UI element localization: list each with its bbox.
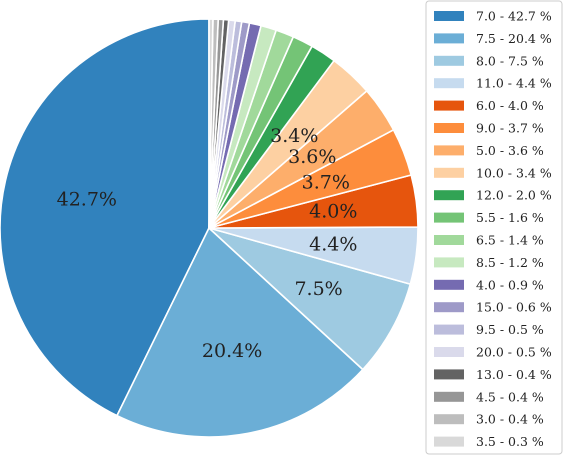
legend-label: 5.5 - 1.6 %	[476, 210, 544, 225]
legend-label: 4.5 - 0.4 %	[476, 389, 544, 404]
pie-percent-label: 42.7%	[57, 189, 117, 211]
legend-swatch	[434, 145, 464, 156]
legend-swatch	[434, 212, 464, 223]
pie-percent-label: 20.4%	[202, 340, 262, 362]
legend-swatch	[434, 391, 464, 402]
pie-slice-7-5	[116, 227, 364, 438]
legend-swatch	[434, 100, 464, 111]
legend-label: 9.5 - 0.5 %	[476, 322, 544, 337]
legend-label: 20.0 - 0.5 %	[476, 345, 552, 360]
legend-label: 5.0 - 3.6 %	[476, 143, 544, 158]
legend-swatch	[434, 235, 464, 245]
legend-swatch	[434, 369, 464, 380]
pie-slice-7-0	[0, 18, 210, 417]
legend-label: 7.0 - 42.7 %	[476, 9, 552, 24]
pie-slice-8-0	[208, 227, 412, 371]
legend-label: 8.0 - 7.5 %	[476, 53, 544, 68]
legend-label: 13.0 - 0.4 %	[476, 367, 552, 382]
pie-percent-label: 3.4%	[270, 125, 318, 147]
legend-swatch	[434, 436, 464, 447]
legend-label: 9.0 - 3.7 %	[476, 121, 544, 136]
legend-label: 6.5 - 1.4 %	[476, 233, 544, 248]
legend-swatch	[434, 33, 464, 44]
legend-swatch	[434, 302, 464, 313]
legend-label: 4.0 - 0.9 %	[476, 277, 544, 292]
legend-label: 3.5 - 0.3 %	[476, 434, 544, 449]
pie-percent-label: 4.0%	[309, 201, 357, 223]
pie-percent-label: 4.4%	[309, 234, 357, 256]
legend-label: 3.0 - 0.4 %	[476, 412, 544, 427]
legend: 7.0 - 42.7 % 7.5 - 20.4 % 8.0 - 7.5 % 11.0 …	[425, 0, 563, 455]
legend-label: 15.0 - 0.6 %	[476, 300, 552, 315]
legend-label: 12.0 - 2.0 %	[476, 188, 552, 203]
legend-swatch	[434, 167, 464, 178]
legend-swatch	[434, 123, 464, 133]
legend-swatch	[434, 78, 464, 89]
legend-label: 8.5 - 1.2 %	[476, 255, 544, 270]
pie-slices	[0, 18, 419, 438]
legend-frame	[425, 0, 563, 455]
legend-swatch	[434, 190, 464, 201]
legend-swatch	[434, 347, 464, 357]
pie-percent-labels: 42.7% 20.4% 7.5% 4.4% 4.0% 3.7% 3.6%3.4%	[57, 125, 358, 362]
legend-label: 6.0 - 4.0 %	[476, 98, 544, 113]
legend-items: 7.0 - 42.7 % 7.5 - 20.4 % 8.0 - 7.5 % 11.0 …	[434, 9, 552, 449]
pie-percent-label: 7.5%	[294, 278, 342, 300]
legend-label: 10.0 - 3.4 %	[476, 165, 552, 180]
legend-swatch	[434, 279, 464, 290]
legend-swatch	[434, 55, 464, 66]
legend-swatch	[434, 257, 464, 268]
legend-swatch	[434, 324, 464, 335]
pie-percent-label: 3.6%	[288, 146, 336, 168]
legend-swatch	[434, 414, 464, 425]
legend-label: 7.5 - 20.4 %	[476, 31, 552, 46]
legend-label: 11.0 - 4.4 %	[476, 76, 552, 91]
pie-slice-3-5	[208, 18, 214, 229]
legend-swatch	[434, 11, 464, 21]
pie-percent-label: 3.7%	[302, 171, 350, 193]
